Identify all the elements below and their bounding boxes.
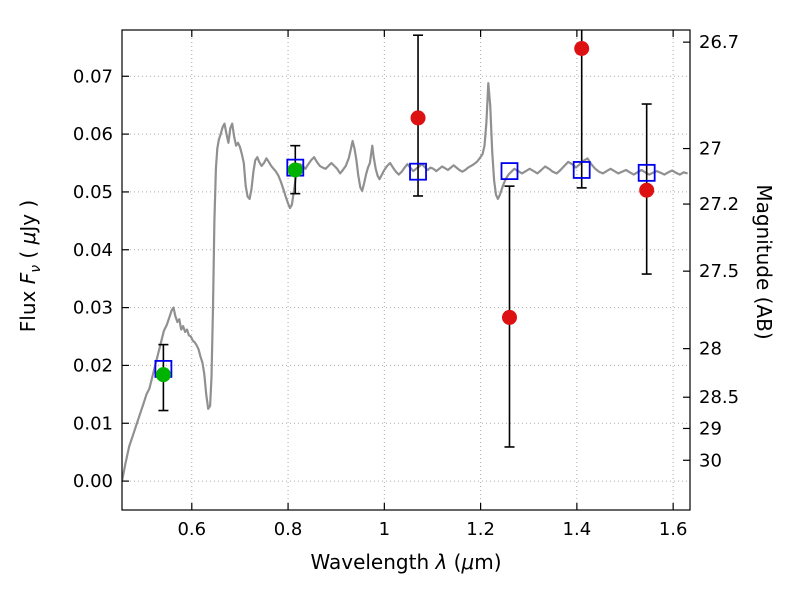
model-photometry-point bbox=[572, 161, 591, 179]
model-photometry-point bbox=[637, 163, 656, 182]
magnitude-tick-label: 30 bbox=[699, 450, 722, 471]
mu-symbol: μ bbox=[16, 231, 40, 245]
x-axis-label: Wavelength λ (μm) bbox=[310, 550, 501, 574]
y-tick-label: 0.07 bbox=[73, 66, 113, 87]
x-tick-label: 1.6 bbox=[659, 519, 688, 540]
magnitude-tick-label: 29 bbox=[699, 418, 722, 439]
y-tick-label: 0.05 bbox=[73, 182, 113, 203]
y-axis-label-left: Flux Fν ( μJy ) bbox=[16, 200, 44, 332]
x-tick-label: 0.8 bbox=[274, 519, 303, 540]
y-axis-unit-close: Jy ) bbox=[16, 199, 40, 232]
detected-photometry-point bbox=[155, 367, 171, 383]
x-axis-unit-open: ( bbox=[447, 550, 462, 574]
x-tick-label: 1.4 bbox=[563, 519, 592, 540]
observed-photometry-point bbox=[574, 41, 590, 57]
y-axis-unit-open: ( bbox=[16, 244, 40, 265]
observed-photometry-point bbox=[410, 110, 426, 126]
y-tick-label: 0.02 bbox=[73, 355, 113, 376]
observed-photometry-point bbox=[501, 309, 517, 325]
detected-photometry-point bbox=[287, 162, 303, 178]
y-tick-label: 0.06 bbox=[73, 124, 113, 145]
x-tick-label: 1.2 bbox=[466, 519, 495, 540]
x-axis-unit-close: m) bbox=[474, 550, 502, 574]
nu-subscript: ν bbox=[28, 264, 44, 273]
observed-photometry-point bbox=[639, 182, 655, 198]
magnitude-tick-label: 28.5 bbox=[699, 387, 739, 408]
model-photometry-point bbox=[409, 162, 427, 181]
lambda-symbol: λ bbox=[435, 550, 448, 574]
model-spectrum-line bbox=[122, 82, 688, 482]
model-photometry-point bbox=[500, 162, 519, 181]
y-axis-label-text: Flux bbox=[16, 284, 40, 333]
magnitude-tick-label: 27 bbox=[699, 139, 722, 160]
magnitude-tick-label: 27.5 bbox=[699, 261, 739, 282]
flux-symbol: F bbox=[16, 272, 40, 285]
x-tick-label: 1 bbox=[379, 519, 390, 540]
mu-symbol: μ bbox=[461, 550, 475, 574]
magnitude-tick-label: 26.7 bbox=[699, 32, 739, 53]
y-axis-label-right: Magnitude (AB) bbox=[752, 184, 776, 340]
x-axis-label-text: Wavelength bbox=[310, 550, 436, 574]
y-tick-label: 0.01 bbox=[73, 413, 113, 434]
y-tick-label: 0.04 bbox=[73, 240, 113, 261]
y-tick-label: 0.00 bbox=[73, 471, 113, 492]
axes-frame bbox=[121, 29, 691, 511]
x-tick-label: 0.6 bbox=[177, 519, 206, 540]
magnitude-tick-label: 27.2 bbox=[699, 194, 739, 215]
y-tick-label: 0.03 bbox=[73, 298, 113, 319]
magnitude-tick-label: 28 bbox=[699, 339, 722, 360]
